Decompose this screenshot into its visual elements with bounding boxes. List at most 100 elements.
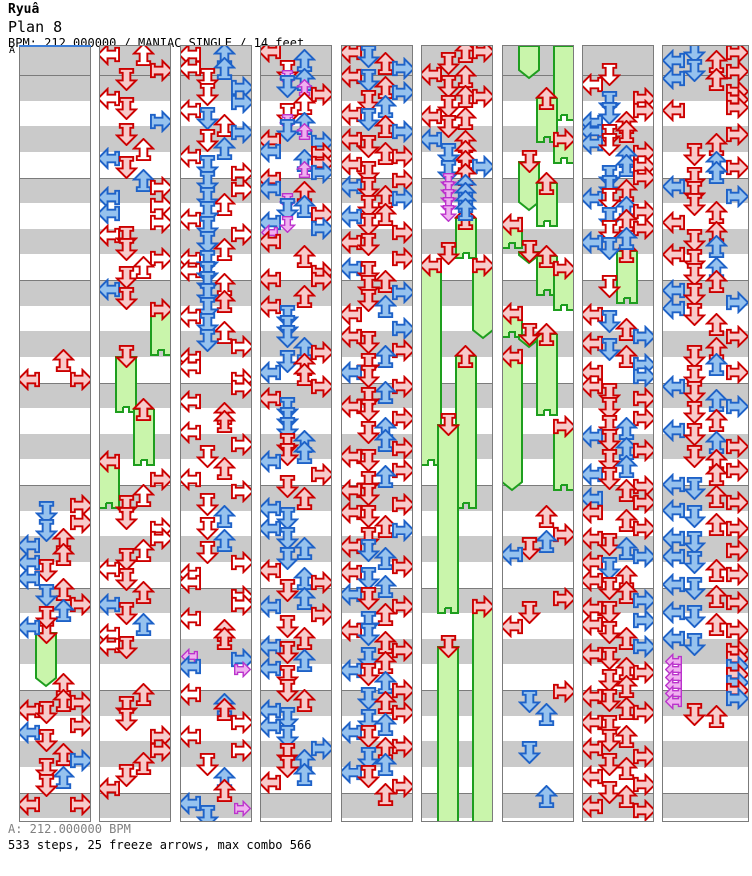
note-arrow (632, 324, 653, 352)
freeze-arrow-body (437, 423, 460, 620)
note-arrow (131, 751, 156, 779)
note-arrow (230, 375, 251, 403)
measure-line (342, 485, 412, 486)
note-arrow (212, 289, 237, 317)
freeze-head-arrow (436, 634, 461, 662)
beat-band (503, 818, 573, 821)
freeze-head-arrow (453, 344, 478, 372)
beat-band (20, 254, 90, 280)
note-arrow (391, 518, 412, 546)
note-arrow (436, 114, 461, 142)
note-arrow (422, 127, 443, 155)
measure-line (100, 587, 170, 589)
note-arrow (181, 354, 202, 382)
note-arrow (597, 428, 622, 456)
note-arrow (114, 155, 139, 183)
note-arrow (373, 294, 398, 322)
note-arrow (453, 106, 478, 134)
measure-line (342, 177, 412, 179)
beat-band (663, 767, 748, 793)
measure-line (503, 75, 573, 76)
beat-band (20, 46, 90, 75)
note-arrow (275, 474, 300, 502)
beat-band (20, 331, 90, 357)
note-arrow (373, 141, 398, 169)
note-arrow (114, 67, 139, 95)
note-arrow (614, 756, 639, 784)
note-arrow (292, 362, 317, 390)
note-arrow (342, 658, 363, 686)
note-arrow (356, 420, 381, 448)
note-arrow (725, 394, 748, 422)
note-arrow (517, 536, 542, 564)
measure-line (100, 75, 170, 76)
measure-line (663, 792, 748, 794)
note-arrow (114, 601, 139, 629)
note-arrow (552, 522, 573, 550)
beat-band (20, 203, 90, 229)
note-arrow (114, 286, 139, 314)
measure-line (181, 485, 251, 486)
measure-line (100, 690, 170, 691)
note-arrow (69, 592, 90, 620)
note-arrow (583, 186, 604, 214)
freeze-arrow-body (535, 333, 558, 422)
note-arrow (342, 478, 363, 506)
note-arrow (292, 194, 317, 222)
note-arrow (517, 740, 542, 768)
note-arrow (632, 772, 653, 800)
note-arrow (725, 686, 748, 714)
note-arrow (632, 364, 653, 392)
note-arrow (356, 194, 381, 222)
note-arrow (597, 236, 622, 264)
measure-line (20, 75, 90, 76)
measure-line (181, 280, 251, 281)
note-arrow (342, 256, 363, 284)
measure-line (342, 382, 412, 384)
note-arrow (149, 526, 170, 554)
note-arrow (310, 462, 331, 490)
note-arrow (534, 529, 559, 557)
freeze-arrow-body (437, 645, 460, 821)
note-arrow (534, 504, 559, 532)
freeze-head-arrow (503, 301, 524, 329)
note-arrow (292, 244, 317, 272)
freeze-head-arrow (552, 256, 573, 284)
note-arrow (181, 791, 202, 819)
note-arrow (583, 764, 604, 792)
note-arrow (342, 760, 363, 788)
note-arrow (230, 177, 251, 205)
measure-line (181, 75, 251, 76)
note-arrow (725, 155, 748, 183)
chart-column-9 (662, 45, 749, 822)
note-arrow (195, 328, 220, 356)
note-arrow (725, 490, 748, 518)
note-arrow (212, 56, 237, 84)
freeze-head-arrow (534, 244, 559, 272)
chart-column-3 (180, 45, 252, 822)
note-arrow (391, 186, 412, 214)
note-arrow (292, 440, 317, 468)
note-arrow (682, 576, 707, 604)
note-arrow (583, 684, 604, 712)
note-arrow (310, 736, 331, 764)
note-arrow (614, 478, 639, 506)
note-arrow (356, 504, 381, 532)
beat-band (20, 101, 90, 127)
note-arrow (261, 176, 282, 204)
note-arrow (632, 165, 653, 193)
note-arrow (195, 128, 220, 156)
freeze-head-arrow (422, 253, 443, 281)
note-arrow (310, 160, 331, 188)
measure-line (181, 177, 251, 179)
note-arrow (373, 269, 398, 297)
beat-band (20, 459, 90, 485)
freeze-arrow-body (422, 264, 442, 472)
note-arrow (597, 576, 622, 604)
note-arrow (373, 546, 398, 574)
beat-band (20, 306, 90, 332)
note-arrow (149, 467, 170, 495)
note-arrow (436, 241, 461, 269)
note-arrow (195, 516, 220, 544)
note-arrow (100, 776, 121, 804)
